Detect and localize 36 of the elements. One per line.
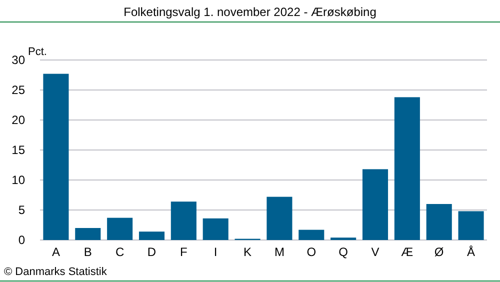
y-tick-label: 0: [18, 233, 26, 248]
y-tick-label: 10: [12, 173, 26, 188]
chart-title: Folketingsvalg 1. november 2022 - Ærøskøbing: [124, 5, 376, 19]
bar: [394, 97, 420, 240]
x-tick-label: Æ: [401, 245, 414, 259]
x-tick-label: A: [52, 245, 60, 259]
y-tick-label: 30: [12, 53, 26, 68]
y-tick-label: 5: [18, 203, 26, 218]
x-tick-label: M: [274, 245, 284, 259]
text: © Danmarks Statistik: [4, 266, 108, 278]
x-tick-label: Å: [467, 245, 476, 259]
bar: [75, 228, 101, 240]
bar: [362, 169, 388, 240]
bar: [138, 232, 165, 240]
x-tick-label: Ø: [434, 245, 444, 259]
y-axis-title: Pct.: [28, 46, 47, 58]
x-tick-label: D: [147, 245, 156, 259]
bar: [298, 230, 324, 240]
x-tick-label: V: [371, 245, 380, 259]
bar: [266, 196, 292, 240]
bar: [170, 202, 196, 240]
x-tick-label: Q: [338, 245, 348, 259]
y-tick-label: 15: [12, 143, 26, 158]
x-tick-label: F: [180, 245, 188, 259]
bar: [202, 218, 228, 240]
x-tick-label: B: [84, 245, 92, 259]
bar: [426, 204, 452, 240]
x-tick-label: I: [214, 245, 218, 259]
bar: [43, 74, 69, 240]
x-tick-label: O: [306, 245, 316, 259]
x-tick-label: C: [115, 245, 124, 259]
bar: [107, 218, 133, 240]
y-tick-label: 25: [12, 83, 26, 98]
bar: [458, 211, 484, 240]
y-tick-label: 20: [12, 113, 26, 128]
x-tick-label: K: [244, 245, 252, 259]
